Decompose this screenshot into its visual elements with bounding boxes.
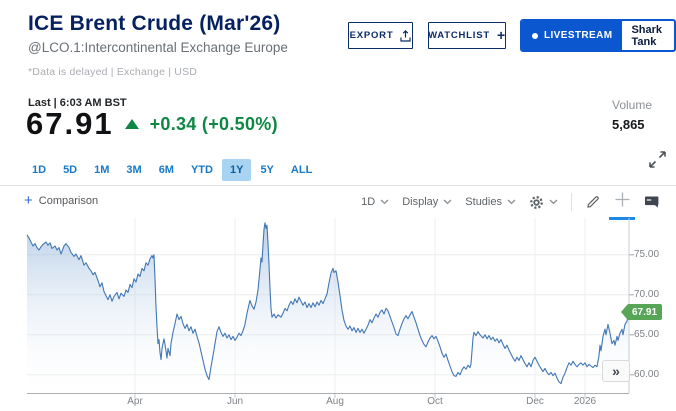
livestream-button[interactable]: LIVESTREAM xyxy=(522,21,623,50)
tab-1y[interactable]: 1Y xyxy=(221,159,252,181)
export-icon xyxy=(400,29,412,42)
chevron-down-icon xyxy=(443,199,452,205)
up-triangle-icon xyxy=(124,119,139,129)
expand-chart-button[interactable] xyxy=(648,150,667,169)
x-tick-Oct: Oct xyxy=(427,396,443,407)
pencil-icon xyxy=(587,196,599,208)
tab-3m[interactable]: 3M xyxy=(126,164,142,176)
draw-tool-button[interactable] xyxy=(585,194,601,210)
chevron-down-icon xyxy=(380,199,389,205)
range-tabs: 1D 5D 1M 3M 6M YTD 1Y 5Y ALL xyxy=(24,159,321,181)
price-area-chart[interactable] xyxy=(8,218,658,400)
page-title: ICE Brent Crude (Mar'26) xyxy=(28,12,281,35)
toolbar-dropdown-1d[interactable]: 1D xyxy=(361,196,389,208)
comment-icon xyxy=(645,196,659,208)
y-tick-75.00: 75.00 xyxy=(634,248,660,260)
tab-ytd[interactable]: YTD xyxy=(190,164,213,176)
livestream-label: LIVESTREAM xyxy=(544,30,613,41)
y-tick-60.00: 60.00 xyxy=(634,368,660,380)
y-tick-65.00: 65.00 xyxy=(634,328,660,340)
symbol-subtitle: @LCO.1:Intercontinental Exchange Europe xyxy=(28,40,288,55)
x-tick-Aug: Aug xyxy=(326,396,344,407)
export-button-label: EXPORT xyxy=(349,30,394,41)
annotation-tool-button[interactable] xyxy=(644,195,660,209)
livestream-toggle-group: LIVESTREAM Shark Tank xyxy=(520,19,676,52)
volume-label: Volume xyxy=(612,98,653,112)
price-row: 67.91 +0.34 (+0.50%) xyxy=(26,106,278,142)
scroll-forward-button[interactable]: » xyxy=(602,360,630,382)
data-delay-note: *Data is delayed | Exchange | USD xyxy=(28,66,198,78)
tab-1d[interactable]: 1D xyxy=(32,164,47,176)
toolbar-dropdown-studies[interactable]: Studies xyxy=(465,196,516,208)
tab-5d[interactable]: 5D xyxy=(63,164,78,176)
crosshair-icon xyxy=(615,192,630,207)
dropdown-label: Display xyxy=(402,196,439,208)
last-price-axis-badge: 67.91 xyxy=(620,303,663,320)
shark-tank-button[interactable]: Shark Tank xyxy=(631,23,663,48)
chart-tools: 1D Display Studies xyxy=(361,187,660,220)
comparison-label: Comparison xyxy=(38,194,99,207)
plus-icon: + xyxy=(24,192,33,209)
chart-settings-button[interactable] xyxy=(529,195,558,210)
x-tick-Dec: Dec xyxy=(526,396,544,407)
y-tick-70.00: 70.00 xyxy=(634,288,660,300)
gear-icon xyxy=(530,195,543,209)
volume-value: 5,865 xyxy=(612,117,645,132)
comparison-button[interactable]: + Comparison xyxy=(24,193,98,208)
chevron-down-icon xyxy=(549,199,558,205)
plus-icon: + xyxy=(496,26,506,43)
chevron-down-icon xyxy=(507,199,516,205)
price-change: +0.34 (+0.50%) xyxy=(149,113,278,134)
last-price: 67.91 xyxy=(26,106,114,141)
section-divider xyxy=(0,185,676,186)
tab-5y[interactable]: 5Y xyxy=(260,164,274,176)
toolbar-dropdown-display[interactable]: Display xyxy=(402,196,452,208)
tab-all[interactable]: ALL xyxy=(290,164,313,176)
tab-1m[interactable]: 1M xyxy=(94,164,110,176)
price-chart: 60.00 65.00 70.00 75.00 Apr Jun Aug Oct Dec 2026… xyxy=(0,218,676,411)
export-button[interactable]: EXPORT xyxy=(348,22,413,49)
dropdown-label: 1D xyxy=(361,196,376,208)
expand-arrows-icon xyxy=(649,151,666,168)
dropdown-label: Studies xyxy=(465,196,502,208)
toolbar-separator xyxy=(571,193,572,211)
watchlist-button[interactable]: WATCHLIST + xyxy=(428,22,506,49)
x-tick-Apr: Apr xyxy=(127,396,143,407)
last-timestamp: Last | 6:03 AM BST xyxy=(28,97,127,109)
crosshair-tool-button[interactable] xyxy=(609,191,635,220)
active-tool-indicator xyxy=(609,217,635,220)
toolbar-dropdowns: 1D Display Studies xyxy=(361,196,516,208)
x-tick-2026: 2026 xyxy=(573,396,597,407)
live-dot-icon xyxy=(532,32,538,39)
x-tick-Jun: Jun xyxy=(226,396,244,407)
watchlist-button-label: WATCHLIST xyxy=(428,30,490,41)
tab-6m[interactable]: 6M xyxy=(158,164,174,176)
